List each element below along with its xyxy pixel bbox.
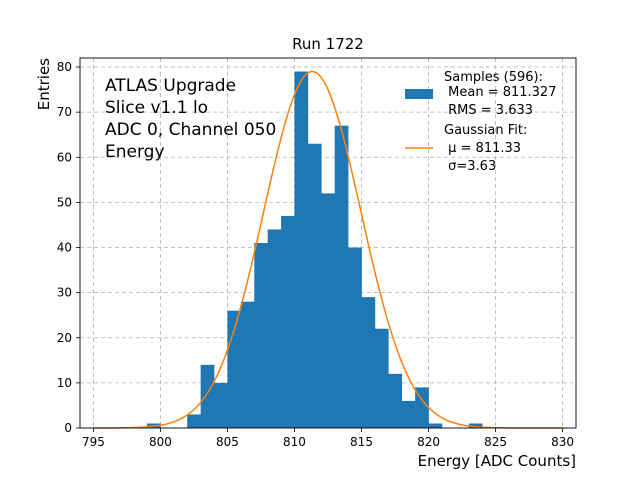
histogram-bar <box>374 328 389 428</box>
legend: Samples (596): Mean = 811.327 RMS = 3.63… <box>405 70 556 174</box>
histogram-bar <box>254 243 268 428</box>
histogram-bar <box>294 71 309 428</box>
y-tick-label: 30 <box>57 286 72 300</box>
annotation-line: ADC 0, Channel 050 <box>105 120 276 140</box>
x-tick-label: 810 <box>283 435 306 449</box>
histogram-bar <box>468 423 483 428</box>
x-tick-label: 795 <box>82 435 105 449</box>
x-tick-label: 820 <box>417 435 440 449</box>
histogram-bar <box>281 215 295 428</box>
histogram-bar <box>348 247 362 428</box>
x-tick-label: 830 <box>551 435 574 449</box>
annotation-line: Energy <box>105 142 165 162</box>
x-tick-label: 800 <box>149 435 172 449</box>
legend-histogram-label: Samples (596): <box>444 70 543 85</box>
y-tick-label: 0 <box>64 421 72 435</box>
y-axis-ticks: 0 10 20 30 40 50 60 70 80 <box>57 60 80 435</box>
x-axis-ticks: 795 800 805 810 815 820 825 830 <box>82 428 574 449</box>
histogram-bar <box>361 297 376 428</box>
histogram-bar <box>428 423 443 428</box>
annotation-line: ATLAS Upgrade <box>105 76 236 96</box>
annotation-block: ATLAS Upgrade Slice v1.1 lo ADC 0, Chann… <box>105 76 276 162</box>
y-tick-label: 60 <box>57 150 72 164</box>
x-tick-label: 825 <box>484 435 507 449</box>
histogram-bar <box>401 400 416 428</box>
histogram-bar <box>307 143 322 429</box>
y-axis-label: Entries <box>35 58 53 110</box>
histogram-bar <box>214 382 228 428</box>
x-tick-label: 815 <box>350 435 373 449</box>
histogram-bar <box>200 364 215 428</box>
histogram-bar <box>240 301 255 428</box>
y-tick-label: 10 <box>57 376 72 390</box>
chart-title: Run 1722 <box>292 35 364 53</box>
histogram-bar <box>321 193 336 428</box>
x-tick-label: 805 <box>216 435 239 449</box>
plot-frame <box>79 57 577 429</box>
histogram-bar <box>267 229 282 428</box>
legend-fit-sigma: σ=3.63 <box>444 159 496 174</box>
histogram-bar <box>334 125 349 429</box>
y-tick-label: 40 <box>57 241 72 255</box>
legend-histogram-mean: Mean = 811.327 <box>444 85 556 100</box>
annotation-line: Slice v1.1 lo <box>105 98 208 118</box>
x-axis-label: Energy [ADC Counts] <box>418 452 576 470</box>
y-tick-label: 70 <box>57 105 72 119</box>
histogram-bar <box>415 387 429 428</box>
histogram-bar <box>187 414 201 428</box>
y-tick-label: 50 <box>57 195 72 209</box>
legend-fit-mu: μ = 811.33 <box>444 141 521 156</box>
legend-histogram-rms: RMS = 3.633 <box>444 103 533 118</box>
legend-histogram-swatch <box>405 89 433 99</box>
y-tick-label: 20 <box>57 331 72 345</box>
histogram-bar <box>388 373 403 428</box>
y-tick-label: 80 <box>57 60 72 74</box>
legend-fit-label: Gaussian Fit: <box>444 123 527 138</box>
gaussian-fit-curve <box>93 70 563 429</box>
histogram-bars <box>147 71 483 429</box>
